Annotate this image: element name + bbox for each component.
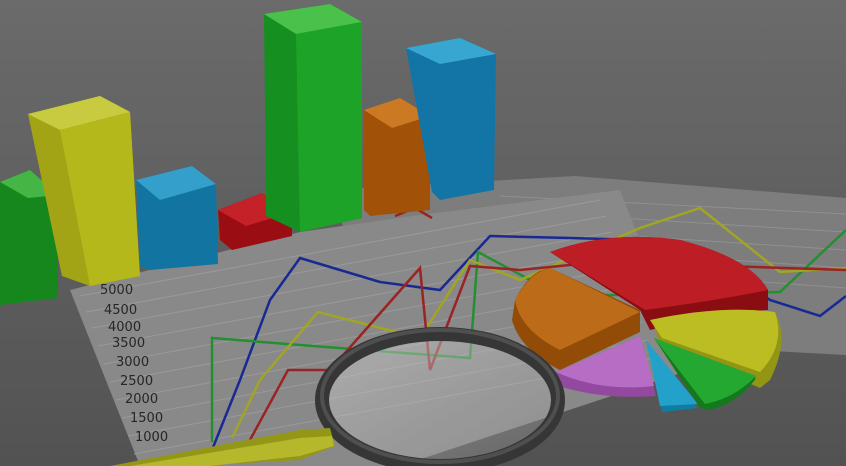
tick-label: 2000 xyxy=(125,392,158,407)
bar-blue-right xyxy=(406,38,496,200)
tick-label: 4000 xyxy=(108,320,141,335)
pie-slice-pink xyxy=(556,336,656,397)
pie-slice-yellow xyxy=(650,309,782,388)
pie-slice-red xyxy=(550,236,768,330)
yellow-line xyxy=(230,206,846,439)
tick-label: 1000 xyxy=(135,430,168,445)
bar-green-tall xyxy=(264,4,362,232)
magnifying-glass-icon xyxy=(110,327,565,466)
pie-slice-cyan xyxy=(646,340,698,412)
bar-orange xyxy=(364,98,430,216)
bar-blue-left xyxy=(136,166,218,270)
navy-line xyxy=(208,234,846,456)
pie-slice-orange xyxy=(512,268,640,370)
tick-label: 4500 xyxy=(104,303,137,318)
tick-label: 2500 xyxy=(120,374,153,389)
tick-label: 3500 xyxy=(112,336,145,351)
tick-label: 5000 xyxy=(100,283,133,298)
bar-group xyxy=(0,4,496,305)
pie-slice-green xyxy=(654,338,756,410)
tick-label: 1500 xyxy=(130,411,163,426)
bar-green-left xyxy=(0,170,58,305)
y-axis-tick-labels: 5000 4500 4000 3500 3000 2500 2000 1500 … xyxy=(100,283,168,445)
tick-label: 3000 xyxy=(116,355,149,370)
pie-chart-3d xyxy=(512,236,782,412)
bar-yellow xyxy=(28,96,140,286)
